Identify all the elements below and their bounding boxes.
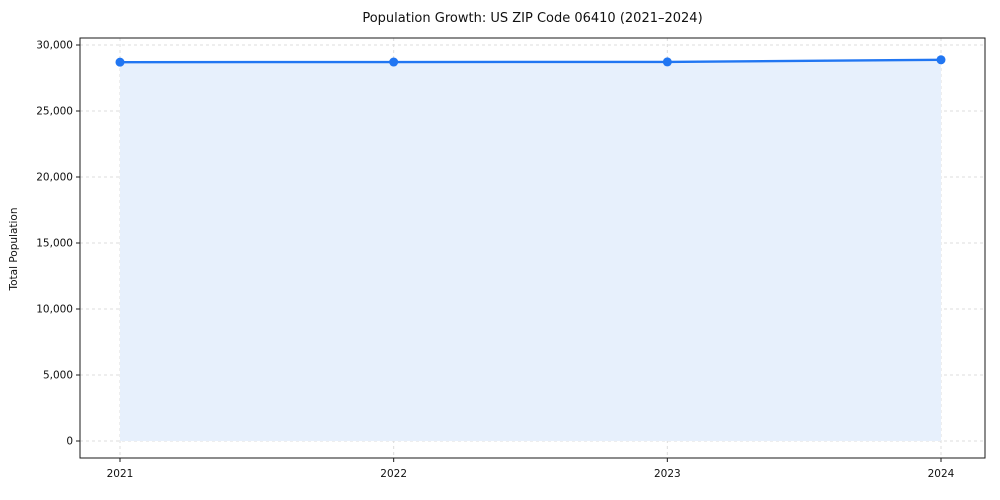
data-point-marker <box>662 57 672 67</box>
y-tick-label: 5,000 <box>43 370 73 382</box>
y-axis-label: Total Population <box>8 207 20 291</box>
x-tick-label: 2024 <box>928 468 955 480</box>
y-tick-label: 10,000 <box>36 304 73 316</box>
axes-frame <box>79 37 986 459</box>
x-tick-label: 2023 <box>654 468 681 480</box>
y-tick-label: 15,000 <box>36 238 73 250</box>
area-fill <box>120 59 941 442</box>
data-point-marker <box>115 57 125 67</box>
x-tick-label: 2022 <box>380 468 407 480</box>
data-point-marker <box>936 55 946 65</box>
plot-area: 0 5,000 10,000 15,000 20,000 25,000 30,000 2021… <box>36 37 986 480</box>
data-point-marker <box>389 57 399 67</box>
population-line <box>119 58 942 64</box>
y-tick-label: 25,000 <box>36 106 73 118</box>
y-tick-label: 0 <box>66 436 73 448</box>
y-tick-label: 30,000 <box>36 40 73 52</box>
chart-title: Population Growth: US ZIP Code 06410 (20… <box>362 11 703 26</box>
x-tick-label: 2021 <box>107 468 134 480</box>
y-tick-label: 20,000 <box>36 172 73 184</box>
